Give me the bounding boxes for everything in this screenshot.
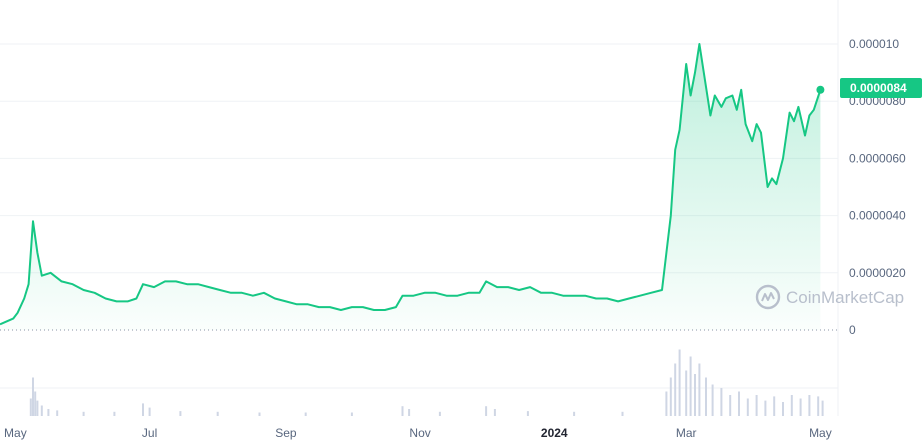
price-area: [0, 43, 825, 330]
volume-bar: [764, 400, 767, 416]
volume-bar: [678, 349, 681, 416]
volume-bar: [782, 402, 784, 416]
volume-bar: [817, 396, 820, 416]
watermark: CoinMarketCap: [755, 284, 904, 310]
volume-bar: [694, 374, 696, 416]
volume-bar: [821, 400, 824, 416]
volume-bar: [438, 411, 441, 416]
x-tick-label: May: [809, 426, 832, 440]
volume-bar: [720, 388, 723, 416]
price-area-fill: [0, 44, 821, 330]
volume-bar: [729, 395, 732, 416]
volume-bar: [773, 396, 776, 416]
volume-bar: [621, 411, 624, 416]
price-line: [0, 43, 822, 326]
x-tick-label: Mar: [676, 426, 697, 440]
volume-bar: [113, 411, 116, 416]
x-tick-label: 2024: [541, 426, 568, 440]
volume-bar: [485, 406, 488, 416]
volume-bar: [401, 406, 404, 416]
y-tick-label: 0: [849, 323, 856, 337]
volume-bar: [408, 409, 411, 416]
current-price-badge: 0.0000084: [840, 78, 922, 98]
current-price-dot: [816, 85, 825, 94]
volume-bar: [36, 400, 39, 416]
volume-bar: [799, 398, 802, 416]
x-axis: May Jul Sep Nov 2024 Mar May: [4, 426, 832, 440]
coinmarketcap-logo-icon: [755, 284, 781, 310]
volume-bar: [29, 398, 32, 416]
volume-bar: [573, 411, 576, 416]
volume-bar: [216, 411, 219, 416]
volume-bar: [674, 363, 677, 416]
watermark-text: CoinMarketCap: [786, 288, 904, 307]
volume-bar: [258, 412, 261, 416]
volume-bar: [698, 363, 701, 416]
y-tick-label: 0.000010: [849, 37, 899, 51]
volume-bar: [526, 411, 529, 416]
current-price-label: 0.0000084: [850, 81, 907, 95]
volume-bar: [350, 412, 353, 416]
y-tick-label: 0.0000060: [849, 151, 906, 165]
volume-bar: [711, 384, 714, 416]
volume-bar: [669, 377, 672, 416]
volume-bar: [304, 412, 307, 416]
volume-bar: [808, 395, 811, 416]
volume-bar: [148, 407, 151, 416]
volume-bars: [29, 349, 824, 416]
x-tick-label: Sep: [275, 426, 297, 440]
volume-bar: [738, 391, 740, 416]
x-tick-label: May: [4, 426, 27, 440]
volume-bar: [142, 403, 144, 416]
y-tick-label: 0.0000040: [849, 209, 906, 223]
volume-bar: [82, 411, 85, 416]
volume-bar: [32, 377, 34, 416]
x-tick-label: Nov: [409, 426, 430, 440]
volume-bar: [34, 391, 37, 416]
x-tick-label: Jul: [142, 426, 157, 440]
volume-bar: [755, 395, 758, 416]
volume-bar: [705, 377, 707, 416]
volume-bar: [56, 410, 59, 416]
volume-bar: [493, 409, 496, 416]
volume-bar: [665, 391, 668, 416]
volume-bar: [685, 370, 688, 416]
volume-bar: [689, 356, 692, 416]
volume-bar: [746, 398, 749, 416]
y-tick-label: 0.0000020: [849, 266, 906, 280]
volume-bar: [179, 411, 182, 416]
volume-bar: [790, 395, 793, 416]
volume-bar: [40, 405, 43, 416]
volume-bar: [47, 409, 50, 416]
